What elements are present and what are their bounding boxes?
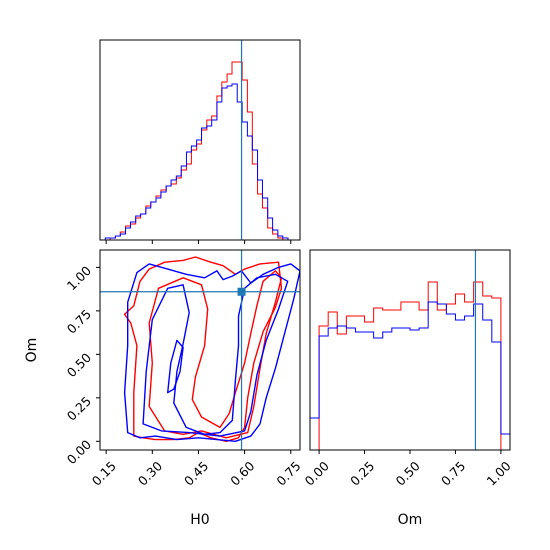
- h0-om-2d-panel: 0.15 0.30 0.45 0.60 0.75 0.00 0.25 0.50 0.75 1.00…: [24, 249, 304, 528]
- om-marginal-panel: 0.00 0.25 0.50 0.75 1.00 Om: [302, 249, 514, 528]
- om-hist-area: [310, 250, 510, 450]
- xtick-label-h0-1: 0.30: [135, 458, 165, 488]
- h0-hist-frame: [99, 39, 301, 241]
- xtick-label-h0-3: 0.60: [227, 458, 257, 488]
- ytick-label-om-0: 0.00: [64, 437, 94, 467]
- h0-hist-series-0: [100, 61, 300, 240]
- h0-marginal-panel: [99, 39, 301, 244]
- xtick-label-om-4: 1.00: [484, 458, 514, 488]
- contour-series-1-level-1: [142, 273, 289, 437]
- contour-series-1-level-0: [123, 263, 300, 442]
- ytick-label-om-1: 0.25: [64, 393, 94, 423]
- om-hist-series-1: [310, 301, 510, 450]
- contour-frame: [99, 249, 301, 451]
- xtick-label-h0-0: 0.15: [89, 458, 119, 488]
- xtick-label-om-1: 0.25: [347, 458, 377, 488]
- xlabel-h0: H0: [190, 512, 209, 528]
- h0-hist-area: [100, 40, 300, 240]
- xtick-label-h0-4: 0.75: [273, 458, 303, 488]
- om-hist-series-0: [310, 281, 510, 450]
- truth-marker: [237, 287, 246, 296]
- h0-hist-series-1: [100, 83, 300, 240]
- om-hist-frame: [309, 249, 511, 451]
- xtick-label-om-0: 0.00: [302, 458, 332, 488]
- ylabel-om: Om: [24, 338, 40, 363]
- xtick-label-om-3: 0.75: [438, 458, 468, 488]
- xtick-label-h0-2: 0.45: [181, 458, 211, 488]
- xlabel-om: Om: [398, 512, 423, 528]
- ytick-label-om-3: 0.75: [64, 306, 94, 336]
- contour-series-0-level-1: [148, 270, 283, 439]
- xtick-label-om-2: 0.50: [393, 458, 423, 488]
- contour-area: [100, 250, 300, 450]
- ytick-label-om-4: 1.00: [64, 263, 94, 293]
- ytick-label-om-2: 0.50: [64, 350, 94, 380]
- contour-series-1-level-2: [167, 339, 184, 394]
